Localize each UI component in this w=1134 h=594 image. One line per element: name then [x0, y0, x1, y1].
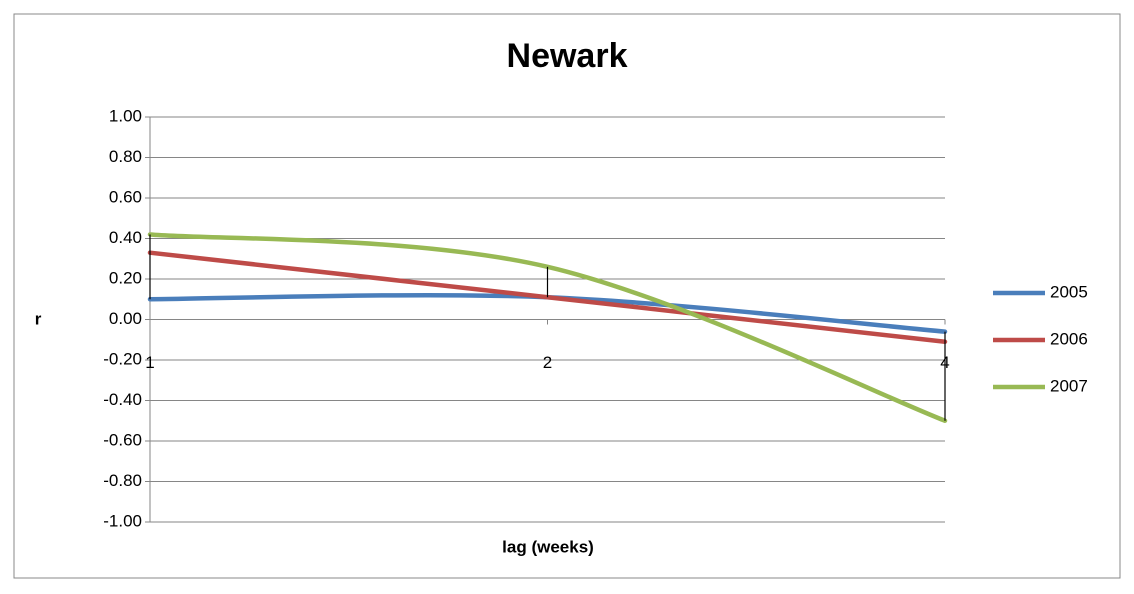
y-tick-label: 0.40 [109, 228, 142, 247]
y-tick-label: -0.60 [103, 430, 142, 449]
legend-label: 2006 [1050, 329, 1088, 348]
y-axis-title: r [35, 309, 42, 328]
y-tick-label: -0.40 [103, 390, 142, 409]
y-tick-label: 1.00 [109, 106, 142, 125]
x-tick-label: 1 [145, 353, 154, 372]
y-tick-label: -1.00 [103, 511, 142, 530]
legend-label: 2005 [1050, 282, 1088, 301]
y-tick-label: 0.00 [109, 309, 142, 328]
y-tick-label: 0.80 [109, 147, 142, 166]
y-tick-label: 0.20 [109, 268, 142, 287]
x-axis-title: lag (weeks) [502, 537, 594, 556]
y-tick-label: 0.60 [109, 187, 142, 206]
x-tick-label: 2 [543, 353, 552, 372]
y-tick-label: -0.20 [103, 349, 142, 368]
y-tick-label: -0.80 [103, 471, 142, 490]
chart-title: Newark [507, 37, 628, 75]
legend-label: 2007 [1050, 376, 1088, 395]
